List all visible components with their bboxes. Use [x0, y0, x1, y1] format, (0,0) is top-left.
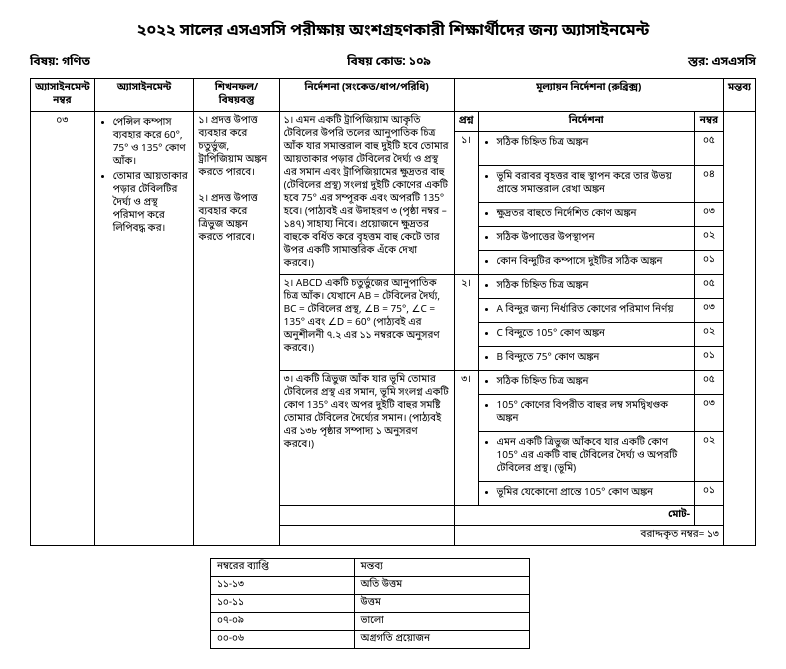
rubric-text: C বিন্দুতে 105° কোণ অঙ্কন: [497, 328, 690, 341]
grade-remark: অগ্রগতি প্রয়োজন: [354, 631, 529, 649]
rubric-text: সঠিক উপাত্তের উপস্থাপন: [497, 232, 690, 245]
rubric-row: C বিন্দুতে 105° কোণ অঙ্কন: [478, 323, 694, 347]
subject-label: বিষয়: গণিত: [30, 54, 90, 70]
rubric-mark: ০৩: [694, 299, 723, 323]
grade-range: ১০-১১: [211, 595, 355, 613]
rubric-mark: ০২: [694, 227, 723, 251]
col-assignment-no: অ্যাসাইনমেন্ট নম্বর: [31, 79, 95, 112]
grade-remark: অতি উত্তম: [354, 577, 529, 595]
instruction-2: ২। ABCD একটি চতুর্ভুজের আনুপাতিক চিত্র আ…: [279, 275, 454, 371]
rubric-row: সঠিক চিহ্নিত চিত্র অঙ্কন: [478, 371, 694, 395]
rubric-text: A বিন্দুর জন্য নির্ধারিত কোণের পরিমাণ নি…: [497, 304, 690, 317]
rubric-mark: ০২: [694, 432, 723, 482]
col-assignment: অ্যাসাইনমেন্ট: [94, 79, 194, 112]
rubric-qno: ২।: [454, 275, 478, 371]
level-label: স্তর: এসএসসি: [688, 54, 756, 70]
grade-remark-header: মন্তব্য: [354, 559, 529, 577]
rubric-text: কোন বিন্দুটির কম্পাসে দুইটির সঠিক অঙ্কন: [497, 256, 690, 269]
rubric-row: ক্ষুদ্রতর বাহুতে নির্দেশিত কোণ অঙ্কন: [478, 203, 694, 227]
rubric-mark: ০৩: [694, 395, 723, 432]
col-outcome: শিখনফল/ বিষয়বস্তু: [194, 79, 279, 112]
rubric-marks-header: নম্বর: [694, 112, 723, 132]
rubric-text: 105° কোণের বিপরীত বাহুর লম্ব সমদ্বিখণ্ডক…: [497, 400, 690, 426]
rubric-mark: ০২: [694, 323, 723, 347]
rubric-row: সঠিক চিহ্নিত চিত্র অঙ্কন: [478, 132, 694, 166]
remark-cell: [723, 112, 755, 546]
rubric-mark: ০৫: [694, 275, 723, 299]
rubric-text: সঠিক চিহ্নিত চিত্র অঙ্কন: [497, 376, 690, 389]
instruction-3: ৩। একটি ত্রিভুজ আঁক যার ভূমি তোমার টেবিল…: [279, 371, 454, 506]
rubric-row: সঠিক চিহ্নিত চিত্র অঙ্কন: [478, 275, 694, 299]
outcome-item: ১। প্রদত্ত উপাত্ত ব্যবহার করে চতুর্ভুজ, …: [198, 115, 274, 180]
rubric-mark: ০১: [694, 251, 723, 275]
col-instruction: নির্দেশনা (সংকেত/ধাপ/পরিধি): [279, 79, 454, 112]
col-remark: মন্তব্য: [723, 79, 755, 112]
grade-range: ১১-১৩: [211, 577, 355, 595]
rubric-row: এমন একটি ত্রিভুজ আঁকবে যার একটি কোণ 105°…: [478, 432, 694, 482]
outcome-item: ২। প্রদত্ত উপাত্ত ব্যবহার করে ত্রিভুজ অঙ…: [198, 193, 274, 245]
rubric-text: ভূমি বরাবর বৃহত্তর বাহু স্থাপন করে তার উ…: [497, 171, 690, 197]
rubric-text: সঠিক চিহ্নিত চিত্র অঙ্কন: [497, 137, 690, 150]
rubric-text: ভূমির যেকোনো প্রান্তে 105° কোণ অঙ্কন: [497, 487, 690, 500]
assignment-item: পেন্সিল কম্পাস ব্যবহার করে 60°, 75° ও 13…: [113, 117, 190, 169]
empty-cell: [279, 526, 454, 546]
rubric-row: A বিন্দুর জন্য নির্ধারিত কোণের পরিমাণ নি…: [478, 299, 694, 323]
col-rubric: মূল্যায়ন নির্দেশনা (রুব্রিক্স): [454, 79, 723, 112]
rubric-row: ভূমি বরাবর বৃহত্তর বাহু স্থাপন করে তার উ…: [478, 166, 694, 203]
rubric-row: 105° কোণের বিপরীত বাহুর লম্ব সমদ্বিখণ্ডক…: [478, 395, 694, 432]
rubric-text: এমন একটি ত্রিভুজ আঁকবে যার একটি কোণ 105°…: [497, 437, 690, 476]
rubric-qno: ১।: [454, 132, 478, 275]
rubric-mark: ০৫: [694, 371, 723, 395]
rubric-mark: ০৫: [694, 132, 723, 166]
rubric-row: ভূমির যেকোনো প্রান্তে 105° কোণ অঙ্কন: [478, 482, 694, 506]
rubric-text: B বিন্দুতে 75° কোণ অঙ্কন: [497, 352, 690, 365]
rubric-row: সঠিক উপাত্তের উপস্থাপন: [478, 227, 694, 251]
code-label: বিষয় কোড: ১০৯: [347, 54, 431, 70]
outcome-cell: ১। প্রদত্ত উপাত্ত ব্যবহার করে চতুর্ভুজ, …: [194, 112, 279, 546]
rubric-text: ক্ষুদ্রতর বাহুতে নির্দেশিত কোণ অঙ্কন: [497, 208, 690, 221]
assignment-item: তোমার আয়তাকার পড়ার টেবিলটির দৈর্ঘ্য ও …: [113, 171, 190, 236]
grade-remark: উত্তম: [354, 595, 529, 613]
allotted-marks: বরাদ্দকৃত নম্বর= ১৩: [454, 526, 723, 546]
rubric-row: কোন বিন্দুটির কম্পাসে দুইটির সঠিক অঙ্কন: [478, 251, 694, 275]
grade-range: ০০-০৬: [211, 631, 355, 649]
rubric-qno: ৩।: [454, 371, 478, 506]
total-mark: [694, 506, 723, 526]
assignment-cell: পেন্সিল কম্পাস ব্যবহার করে 60°, 75° ও 13…: [94, 112, 194, 546]
total-label: মোট-: [454, 506, 694, 526]
rubric-criteria-header: নির্দেশনা: [478, 112, 694, 132]
rubric-text: সঠিক চিহ্নিত চিত্র অঙ্কন: [497, 280, 690, 293]
rubric-qno-header: প্রশ্ন: [454, 112, 478, 132]
grade-table: নম্বরের ব্যাপ্তি মন্তব্য ১১-১৩ অতি উত্তম…: [210, 558, 530, 649]
grade-range-header: নম্বরের ব্যাপ্তি: [211, 559, 355, 577]
grade-remark: ভালো: [354, 613, 529, 631]
instruction-1: ১। এমন একটি ট্রাপিজিয়াম আকৃতি টেবিলের উ…: [279, 112, 454, 275]
rubric-mark: ০১: [694, 482, 723, 506]
assignment-no: ০৩: [31, 112, 95, 546]
rubric-mark: ০৪: [694, 166, 723, 203]
grade-range: ০৭-০৯: [211, 613, 355, 631]
page-title: ২০২২ সালের এসএসসি পরীক্ষায় অংশগ্রহণকারী…: [30, 20, 756, 42]
header-row: বিষয়: গণিত বিষয় কোড: ১০৯ স্তর: এসএসসি: [30, 54, 756, 70]
main-table: অ্যাসাইনমেন্ট নম্বর অ্যাসাইনমেন্ট শিখনফল…: [30, 78, 756, 546]
rubric-row: B বিন্দুতে 75° কোণ অঙ্কন: [478, 347, 694, 371]
rubric-mark: ০৩: [694, 203, 723, 227]
rubric-mark: ০১: [694, 347, 723, 371]
empty-cell: [279, 506, 454, 526]
